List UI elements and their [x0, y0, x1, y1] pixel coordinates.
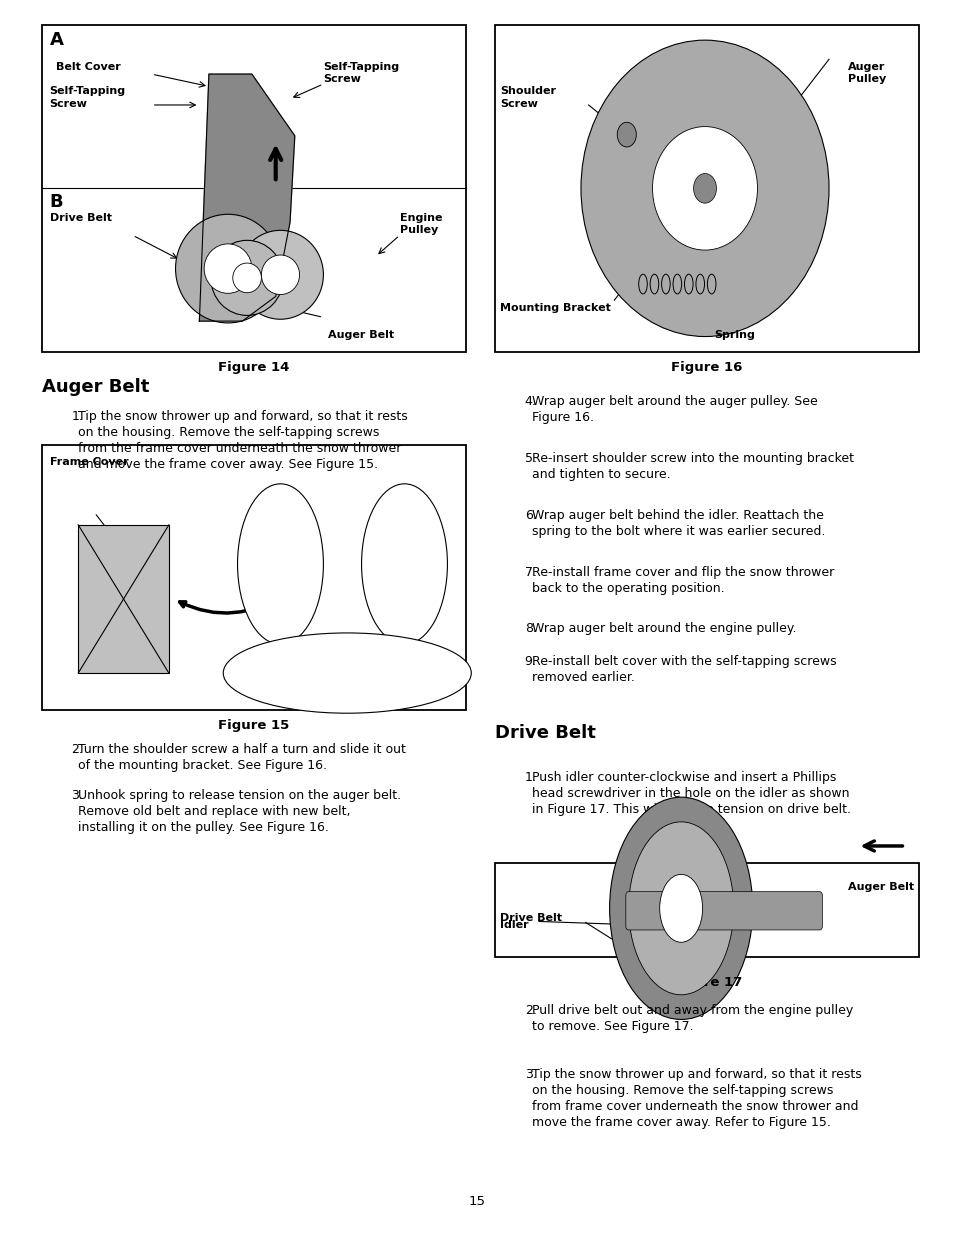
Ellipse shape — [361, 484, 447, 645]
Text: Engine
Pulley: Engine Pulley — [661, 888, 704, 910]
Text: 8.: 8. — [524, 622, 537, 636]
Bar — [78, 525, 169, 673]
Text: Belt Cover: Belt Cover — [56, 62, 121, 72]
Text: Drive Belt: Drive Belt — [50, 214, 112, 224]
Text: Wrap auger belt around the auger pulley. See
Figure 16.: Wrap auger belt around the auger pulley.… — [532, 395, 818, 424]
Circle shape — [617, 122, 636, 147]
Text: 4.: 4. — [524, 395, 536, 409]
Ellipse shape — [211, 241, 283, 315]
Text: Wrap auger belt behind the idler. Reattach the
spring to the bolt where it was e: Wrap auger belt behind the idler. Reatta… — [532, 509, 825, 537]
Text: Push idler counter-clockwise and insert a Phillips
head screwdriver in the hole : Push idler counter-clockwise and insert … — [532, 771, 850, 815]
Polygon shape — [199, 74, 294, 321]
Text: 6.: 6. — [524, 509, 536, 522]
Text: Auger Belt: Auger Belt — [42, 378, 150, 396]
Ellipse shape — [237, 484, 323, 645]
Text: 3.: 3. — [524, 1068, 536, 1082]
Ellipse shape — [580, 41, 828, 337]
Text: 5.: 5. — [524, 452, 537, 466]
Text: Shoulder
Screw: Shoulder Screw — [499, 86, 556, 109]
Text: Engine
Pulley: Engine Pulley — [399, 214, 442, 236]
Text: Turn the shoulder screw a half a turn and slide it out
of the mounting bracket. : Turn the shoulder screw a half a turn an… — [78, 743, 406, 772]
Text: Pull drive belt out and away from the engine pulley
to remove. See Figure 17.: Pull drive belt out and away from the en… — [532, 1004, 853, 1032]
Text: Self-Tapping
Screw: Self-Tapping Screw — [323, 62, 399, 84]
Ellipse shape — [233, 263, 261, 293]
Text: 9.: 9. — [524, 655, 536, 668]
Bar — [42, 445, 465, 710]
Text: A: A — [50, 31, 64, 49]
Text: Re-install belt cover with the self-tapping screws
removed earlier.: Re-install belt cover with the self-tapp… — [532, 655, 836, 683]
Text: Figure 16: Figure 16 — [671, 361, 741, 374]
Text: Mounting Bracket: Mounting Bracket — [499, 303, 610, 312]
Text: B: B — [50, 194, 63, 211]
Text: Spring: Spring — [714, 330, 755, 340]
Circle shape — [693, 174, 716, 204]
Ellipse shape — [652, 127, 757, 251]
Text: 7.: 7. — [524, 566, 537, 579]
Text: Idler: Idler — [499, 920, 528, 930]
Text: 15: 15 — [468, 1194, 485, 1208]
Text: Self-Tapping
Screw: Self-Tapping Screw — [50, 86, 126, 109]
Text: Figure 17: Figure 17 — [671, 976, 741, 989]
Text: 3.: 3. — [71, 789, 83, 803]
Ellipse shape — [609, 797, 752, 1019]
Ellipse shape — [261, 256, 299, 295]
Text: Frame Cover: Frame Cover — [50, 457, 128, 467]
FancyBboxPatch shape — [625, 892, 821, 930]
Text: Re-insert shoulder screw into the mounting bracket
and tighten to secure.: Re-insert shoulder screw into the mounti… — [532, 452, 854, 480]
Text: 2.: 2. — [71, 743, 83, 757]
Ellipse shape — [659, 874, 701, 942]
Text: Drive Belt: Drive Belt — [495, 724, 596, 742]
Text: Auger
Pulley: Auger Pulley — [847, 62, 885, 84]
Text: Tip the snow thrower up and forward, so that it rests
on the housing. Remove the: Tip the snow thrower up and forward, so … — [532, 1068, 862, 1129]
Bar — [495, 25, 918, 352]
Text: Auger Belt: Auger Belt — [847, 882, 913, 892]
Text: Auger Belt: Auger Belt — [328, 330, 394, 340]
Ellipse shape — [628, 821, 733, 994]
Text: Figure 14: Figure 14 — [218, 361, 289, 374]
Text: Unhook spring to release tension on the auger belt.
Remove old belt and replace : Unhook spring to release tension on the … — [78, 789, 401, 834]
Ellipse shape — [237, 231, 323, 320]
Ellipse shape — [204, 245, 252, 294]
Ellipse shape — [223, 632, 471, 714]
Text: 1.: 1. — [71, 410, 83, 424]
Text: 2.: 2. — [524, 1004, 536, 1018]
Bar — [42, 25, 465, 352]
Text: Wrap auger belt around the engine pulley.: Wrap auger belt around the engine pulley… — [532, 622, 796, 636]
Bar — [495, 863, 918, 957]
Text: Re-install frame cover and flip the snow thrower
back to the operating position.: Re-install frame cover and flip the snow… — [532, 566, 834, 594]
Text: Tip the snow thrower up and forward, so that it rests
on the housing. Remove the: Tip the snow thrower up and forward, so … — [78, 410, 408, 471]
Text: 1.: 1. — [524, 771, 536, 784]
Text: Figure 15: Figure 15 — [218, 719, 289, 732]
Text: Drive Belt: Drive Belt — [499, 913, 561, 923]
Ellipse shape — [175, 215, 280, 324]
